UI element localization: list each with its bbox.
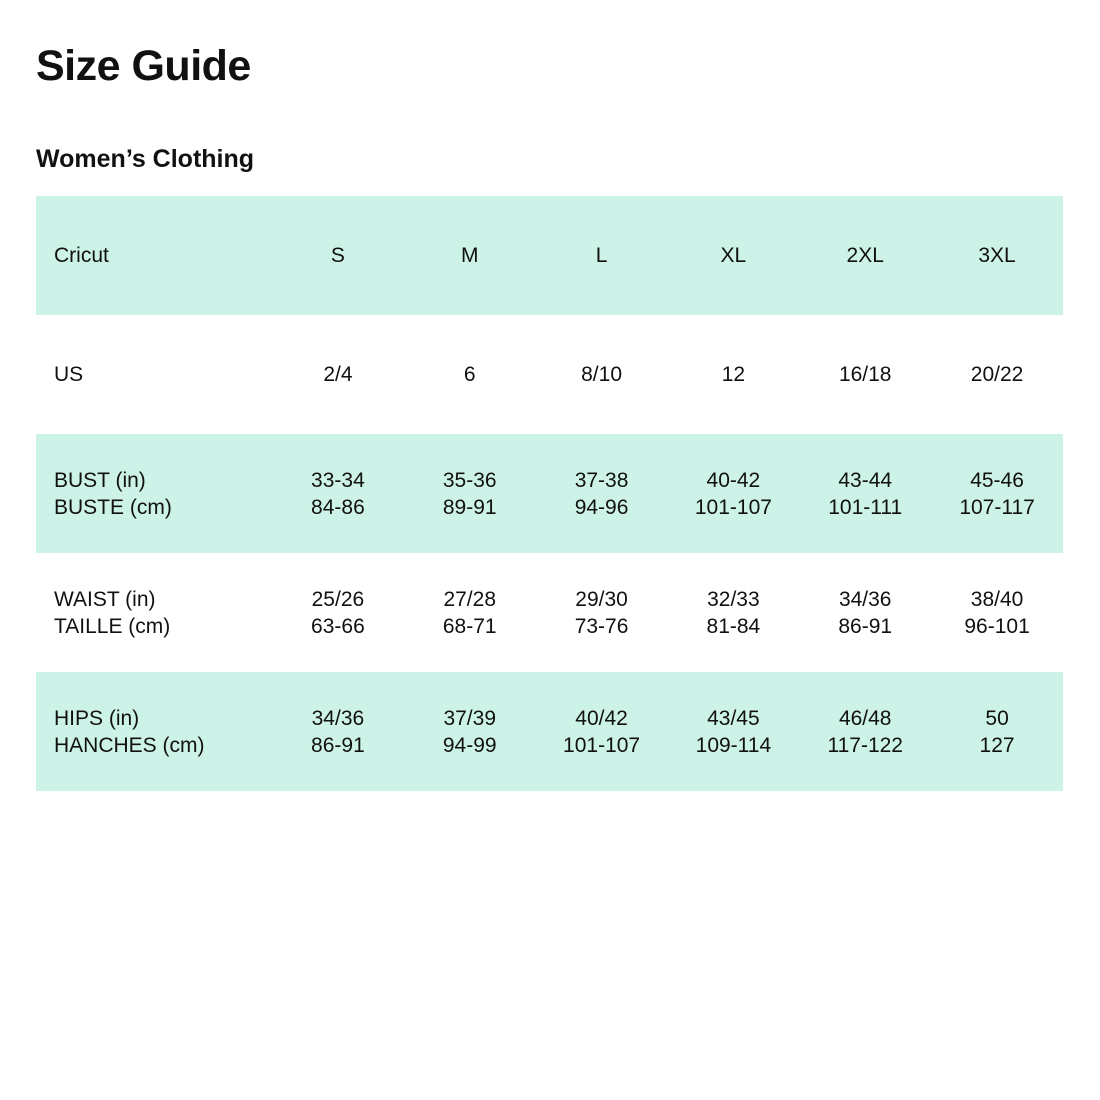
header-row: Cricut S M L XL 2XL 3XL — [36, 196, 1063, 315]
table-cell: 35-36 89-91 — [403, 434, 536, 553]
cell-value: 86-91 — [838, 614, 893, 638]
cell-value: 37-38 — [574, 468, 629, 492]
cell-value: 94-99 — [442, 733, 497, 757]
size-header: S — [272, 196, 404, 315]
row-label-line: TAILLE (cm) — [54, 614, 171, 638]
cell-value: 45-46 — [970, 468, 1024, 492]
table-cell: 45-46 107-117 — [931, 434, 1063, 553]
cell-value: 40-42 — [706, 468, 761, 492]
cell-value: 96-101 — [964, 614, 1030, 638]
table-cell: 40-42 101-107 — [667, 434, 800, 553]
cell-value: 25/26 — [311, 587, 365, 611]
table-row: HIPS (in) HANCHES (cm) 34/36 86-91 37/39 94-9… — [36, 672, 1063, 791]
cell-value: 107-117 — [959, 495, 1035, 519]
cell-value: 38/40 — [970, 587, 1024, 611]
cell-value: 29/30 — [575, 587, 628, 611]
table-cell: 12 — [667, 315, 799, 434]
size-header: M — [403, 196, 536, 315]
cell-value: 101-111 — [828, 495, 903, 519]
table-row: BUST (in) BUSTE (cm) 33-34 84-86 35-36 89-91 3… — [36, 434, 1063, 553]
cell-value: 27/28 — [443, 587, 497, 611]
cell-value: 46/48 — [838, 706, 892, 730]
cell-value: 127 — [979, 733, 1015, 757]
row-label-line: WAIST (in) — [54, 587, 156, 611]
table-cell: 34/36 86-91 — [272, 672, 404, 791]
cell-value: 32/33 — [707, 587, 760, 611]
cell-value: 73-76 — [574, 614, 629, 638]
page-title: Size Guide — [36, 42, 251, 90]
table-cell: 25/26 63-66 — [272, 553, 404, 672]
size-table: Cricut S M L XL 2XL 3XL US 2/4 6 8/10 12 16/18 20/22 B… — [36, 196, 1063, 791]
cell-value: 34/36 — [838, 587, 892, 611]
table-cell: 27/28 68-71 — [404, 553, 536, 672]
cell-value: 81-84 — [706, 614, 761, 638]
table-cell: 37-38 94-96 — [535, 434, 668, 553]
row-label-line: BUSTE (cm) — [54, 495, 172, 519]
row-label: US — [36, 315, 272, 434]
cell-value: 37/39 — [443, 706, 497, 730]
cell-value: 6 — [463, 363, 476, 386]
table-cell: 8/10 — [536, 315, 668, 434]
cell-value: 63-66 — [311, 614, 365, 638]
cell-value: 86-91 — [311, 733, 365, 757]
size-header: XL — [667, 196, 800, 315]
cell-value: 2/4 — [323, 363, 353, 386]
cell-value: 43/45 — [707, 706, 760, 730]
table-cell: 29/30 73-76 — [536, 553, 668, 672]
cell-value: 101-107 — [694, 495, 772, 519]
row-label-line: BUST (in) — [54, 468, 146, 492]
row-label: HIPS (in) HANCHES (cm) — [36, 672, 272, 791]
row-label-line: HIPS (in) — [54, 706, 140, 730]
table-cell: 20/22 — [931, 315, 1063, 434]
table-cell: 34/36 86-91 — [799, 553, 931, 672]
cell-value: 84-86 — [311, 495, 365, 519]
table-cell: 46/48 117-122 — [799, 672, 932, 791]
table-row: WAIST (in) TAILLE (cm) 25/26 63-66 27/28 68-7… — [36, 553, 1063, 672]
table-cell: 43/45 109-114 — [667, 672, 800, 791]
cell-value: 50 — [985, 706, 1009, 730]
table-cell: 33-34 84-86 — [272, 434, 404, 553]
table-cell: 50 127 — [931, 672, 1063, 791]
cell-value: 40/42 — [575, 706, 628, 730]
table-cell: 6 — [404, 315, 536, 434]
cell-value: 34/36 — [311, 706, 365, 730]
table-cell: 37/39 94-99 — [403, 672, 536, 791]
cell-value: 16/18 — [838, 363, 892, 386]
section-title: Women’s Clothing — [36, 145, 255, 173]
size-header: L — [535, 196, 668, 315]
cell-value: 20/22 — [970, 363, 1024, 386]
cell-value: 35-36 — [442, 468, 497, 492]
cell-value: 101-107 — [563, 733, 641, 757]
cell-value: 89-91 — [442, 495, 497, 519]
table-cell: 40/42 101-107 — [535, 672, 668, 791]
cell-value: 109-114 — [695, 733, 772, 757]
cell-value: 68-71 — [442, 614, 497, 638]
header-label: Cricut — [36, 196, 272, 315]
row-label-line: HANCHES (cm) — [54, 733, 205, 757]
table-cell: 16/18 — [799, 315, 931, 434]
row-label: BUST (in) BUSTE (cm) — [36, 434, 272, 553]
size-header: 3XL — [931, 196, 1063, 315]
row-label-line: US — [54, 363, 84, 386]
size-header: 2XL — [799, 196, 932, 315]
table-cell: 32/33 81-84 — [667, 553, 799, 672]
cell-value: 117-122 — [827, 733, 903, 757]
table-cell: 2/4 — [272, 315, 404, 434]
cell-value: 12 — [721, 363, 746, 386]
cell-value: 8/10 — [581, 363, 622, 386]
table-row: US 2/4 6 8/10 12 16/18 20/22 — [36, 315, 1063, 434]
table-cell: 43-44 101-111 — [799, 434, 932, 553]
cell-value: 94-96 — [574, 495, 629, 519]
table-cell: 38/40 96-101 — [931, 553, 1063, 672]
cell-value: 33-34 — [311, 468, 365, 492]
cell-value: 43-44 — [838, 468, 893, 492]
row-label: WAIST (in) TAILLE (cm) — [36, 553, 272, 672]
